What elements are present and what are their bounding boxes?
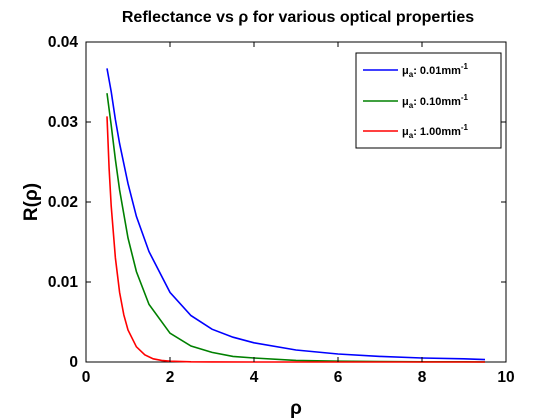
legend-superscript-series-2: -1	[461, 93, 469, 102]
x-tick-label-1: 0	[82, 369, 91, 386]
y-axis-label: R(ρ)	[21, 183, 42, 221]
series-layer	[106, 68, 486, 363]
legend-label-series-1: μa: 0.01mm-1	[402, 62, 469, 79]
series-line-3	[106, 116, 485, 363]
legend-symbol-series-3: μ	[402, 126, 409, 138]
legend-superscript-series-1: -1	[461, 62, 469, 71]
y-tick-label-3: 0.02	[48, 194, 78, 211]
x-tick-label-4: 6	[334, 369, 343, 386]
legend-subscript-series-1: a	[409, 70, 414, 79]
x-tick-label-3: 4	[250, 369, 259, 386]
legend-subscript-series-3: a	[409, 131, 414, 140]
tick-layer: 0 2 4 6 8 10 0 0.01 0.02 0.03 0.04	[48, 34, 515, 386]
x-axis-label: ρ	[290, 398, 302, 419]
y-tick-label-5: 0.04	[48, 34, 79, 51]
x-tick-label-5: 8	[418, 369, 427, 386]
legend-superscript-series-3: -1	[461, 123, 469, 132]
legend-label-series-3: μa: 1.00mm-1	[402, 123, 469, 140]
x-tick-label-6: 10	[497, 369, 514, 386]
y-tick-label-4: 0.03	[48, 114, 79, 131]
chart-title: Reflectance vs ρ for various optical pro…	[122, 9, 474, 26]
legend: μa: 0.01mm-1 μa: 0.10mm-1 μa: 1.00mm-1	[355, 52, 502, 149]
y-tick-label-2: 0.01	[48, 274, 79, 291]
legend-value-series-2: : 0.10mm	[413, 96, 461, 108]
y-tick-label-1: 0	[69, 354, 78, 371]
x-tick-label-2: 2	[166, 369, 175, 386]
legend-subscript-series-2: a	[409, 101, 414, 110]
legend-symbol-series-1: μ	[402, 65, 409, 77]
legend-value-series-1: : 0.01mm	[413, 65, 461, 77]
legend-value-series-3: : 1.00mm	[413, 126, 461, 138]
legend-label-series-2: μa: 0.10mm-1	[402, 93, 469, 110]
series-line-1	[106, 68, 486, 361]
legend-symbol-series-2: μ	[402, 96, 409, 108]
